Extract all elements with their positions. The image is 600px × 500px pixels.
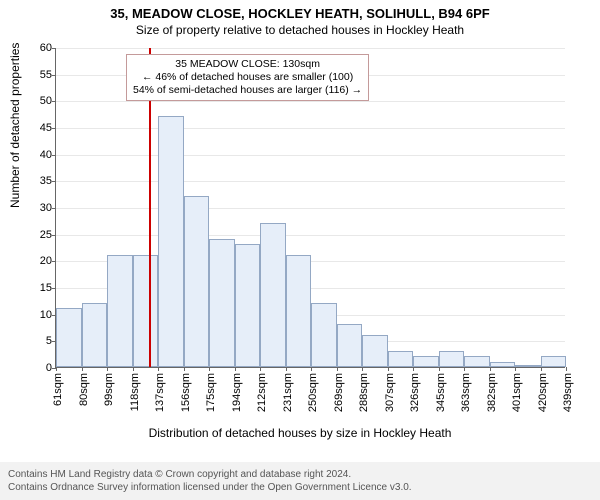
footer-line2: Contains Ordnance Survey information lic…	[8, 481, 592, 494]
x-axis-label: Distribution of detached houses by size …	[0, 426, 600, 440]
callout-line2: ← 46% of detached houses are smaller (10…	[133, 71, 362, 84]
x-tickmark	[133, 367, 134, 371]
y-tick: 45	[40, 122, 56, 134]
x-tick: 80sqm	[78, 373, 90, 406]
x-tickmark	[82, 367, 83, 371]
x-tick: 194sqm	[231, 373, 243, 412]
histogram-bar	[209, 239, 235, 367]
x-tick: 345sqm	[435, 373, 447, 412]
x-tickmark	[311, 367, 312, 371]
x-tickmark	[388, 367, 389, 371]
x-tick: 156sqm	[180, 373, 192, 412]
callout-line1: 35 MEADOW CLOSE: 130sqm	[133, 58, 362, 71]
y-tick: 25	[40, 229, 56, 241]
x-tickmark	[56, 367, 57, 371]
histogram-bar	[439, 351, 465, 367]
y-tick: 15	[40, 282, 56, 294]
x-tick: 231sqm	[282, 373, 294, 412]
gridline	[56, 101, 565, 102]
histogram-bar	[286, 255, 312, 367]
histogram-bar	[515, 365, 541, 367]
x-tickmark	[566, 367, 567, 371]
x-tickmark	[235, 367, 236, 371]
gridline	[56, 181, 565, 182]
histogram-bar	[56, 308, 82, 367]
x-tick: 250sqm	[307, 373, 319, 412]
x-tick: 382sqm	[486, 373, 498, 412]
gridline	[56, 155, 565, 156]
x-tick: 307sqm	[384, 373, 396, 412]
x-tickmark	[209, 367, 210, 371]
histogram-bar	[260, 223, 286, 367]
chart-title: 35, MEADOW CLOSE, HOCKLEY HEATH, SOLIHUL…	[0, 0, 600, 21]
chart-subtitle: Size of property relative to detached ho…	[0, 21, 600, 37]
x-tickmark	[184, 367, 185, 371]
footer-line1: Contains HM Land Registry data © Crown c…	[8, 468, 592, 481]
x-tick: 420sqm	[537, 373, 549, 412]
x-tickmark	[107, 367, 108, 371]
y-tick: 55	[40, 69, 56, 81]
x-tickmark	[413, 367, 414, 371]
y-tick: 30	[40, 202, 56, 214]
callout-box: 35 MEADOW CLOSE: 130sqm ← 46% of detache…	[126, 54, 369, 101]
histogram-bar	[235, 244, 261, 367]
y-tick: 5	[46, 335, 56, 347]
chart-container: 35, MEADOW CLOSE, HOCKLEY HEATH, SOLIHUL…	[0, 0, 600, 500]
histogram-bar	[388, 351, 414, 367]
x-tickmark	[362, 367, 363, 371]
y-axis-label: Number of detached properties	[8, 43, 22, 208]
x-tickmark	[490, 367, 491, 371]
y-tick: 60	[40, 42, 56, 54]
x-tick: 326sqm	[409, 373, 421, 412]
histogram-bar	[337, 324, 363, 367]
gridline	[56, 128, 565, 129]
x-tick: 288sqm	[358, 373, 370, 412]
x-tick: 175sqm	[205, 373, 217, 412]
footer-attribution: Contains HM Land Registry data © Crown c…	[0, 462, 600, 500]
x-tick: 118sqm	[129, 373, 141, 411]
histogram-bar	[158, 116, 184, 367]
histogram-bar	[311, 303, 337, 367]
x-tickmark	[260, 367, 261, 371]
x-tickmark	[337, 367, 338, 371]
histogram-bar	[184, 196, 210, 367]
x-tickmark	[515, 367, 516, 371]
gridline	[56, 48, 565, 49]
y-tick: 50	[40, 95, 56, 107]
histogram-bar	[362, 335, 388, 367]
plot-area: 05101520253035404550556061sqm80sqm99sqm1…	[55, 48, 565, 368]
callout-line3: 54% of semi-detached houses are larger (…	[133, 84, 362, 97]
x-tick: 269sqm	[333, 373, 345, 412]
histogram-bar	[541, 356, 567, 367]
histogram-bar	[133, 255, 159, 367]
y-tick: 20	[40, 255, 56, 267]
histogram-bar	[82, 303, 108, 367]
x-tick: 401sqm	[511, 373, 523, 412]
y-tick: 10	[40, 309, 56, 321]
x-tick: 439sqm	[562, 373, 574, 412]
x-tick: 212sqm	[256, 373, 268, 412]
histogram-bar	[464, 356, 490, 367]
gridline	[56, 235, 565, 236]
x-tick: 99sqm	[103, 373, 115, 406]
x-tick: 137sqm	[154, 373, 166, 412]
x-tick: 363sqm	[460, 373, 472, 412]
x-tickmark	[286, 367, 287, 371]
y-tick: 35	[40, 175, 56, 187]
histogram-bar	[107, 255, 133, 367]
x-tickmark	[541, 367, 542, 371]
x-tickmark	[439, 367, 440, 371]
histogram-bar	[490, 362, 516, 367]
histogram-bar	[413, 356, 439, 367]
x-tick: 61sqm	[52, 373, 64, 406]
y-tick: 40	[40, 149, 56, 161]
gridline	[56, 208, 565, 209]
x-tickmark	[464, 367, 465, 371]
x-tickmark	[158, 367, 159, 371]
